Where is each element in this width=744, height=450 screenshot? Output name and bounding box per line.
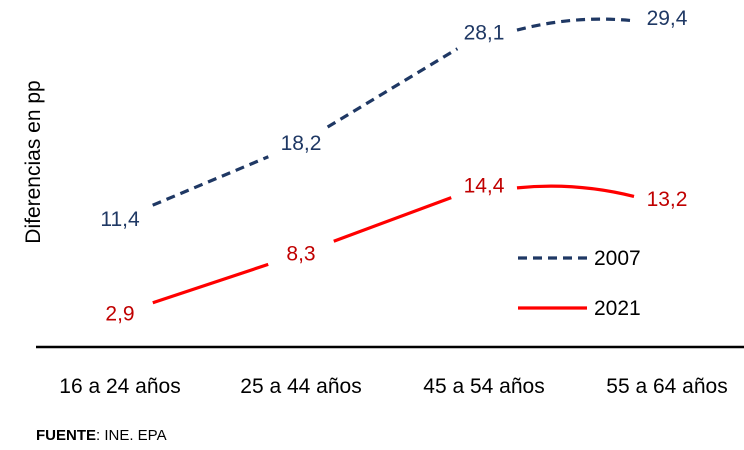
source-note: FUENTE: INE. EPA (36, 427, 167, 444)
source-label: FUENTE (36, 427, 96, 444)
series-2021-data-label: 8,3 (286, 242, 315, 265)
series-2007-data-label: 28,1 (464, 22, 505, 45)
series-2007-line-segment (326, 47, 459, 129)
series-2007-data-label: 29,4 (647, 7, 688, 30)
legend: 2007 2021 (518, 247, 641, 320)
series-2007-data-label: 11,4 (100, 208, 140, 231)
x-tick-label: 55 a 64 años (606, 375, 727, 398)
series-2021-line-segment (516, 184, 635, 198)
series-2007-data-label: 18,2 (281, 132, 322, 155)
series-lines: 11,4 18,2 28,1 29,4 2,9 8,3 14,4 13,2 (100, 7, 687, 325)
x-tick-label: 16 a 24 años (59, 375, 180, 398)
x-tick-label: 25 a 44 años (240, 375, 361, 398)
series-2021-data-label: 13,2 (647, 188, 688, 211)
series-2021-line-segment (333, 196, 452, 243)
series-2021-data-label: 14,4 (464, 174, 505, 197)
series-2021-data-label: 2,9 (105, 303, 134, 326)
x-tick-label: 45 a 54 años (423, 375, 544, 398)
series-2021-line-segment (152, 262, 269, 305)
legend-label-2021: 2021 (594, 297, 641, 320)
legend-label-2007: 2007 (594, 247, 641, 270)
y-axis-title: Diferencias en pp (22, 80, 45, 243)
source-text: : INE. EPA (96, 427, 167, 444)
x-tick-labels: 16 a 24 años 25 a 44 años 45 a 54 años 55 a… (59, 375, 727, 398)
series-2007-line-segment (516, 17, 635, 32)
series-2007-line-segment (152, 155, 269, 207)
